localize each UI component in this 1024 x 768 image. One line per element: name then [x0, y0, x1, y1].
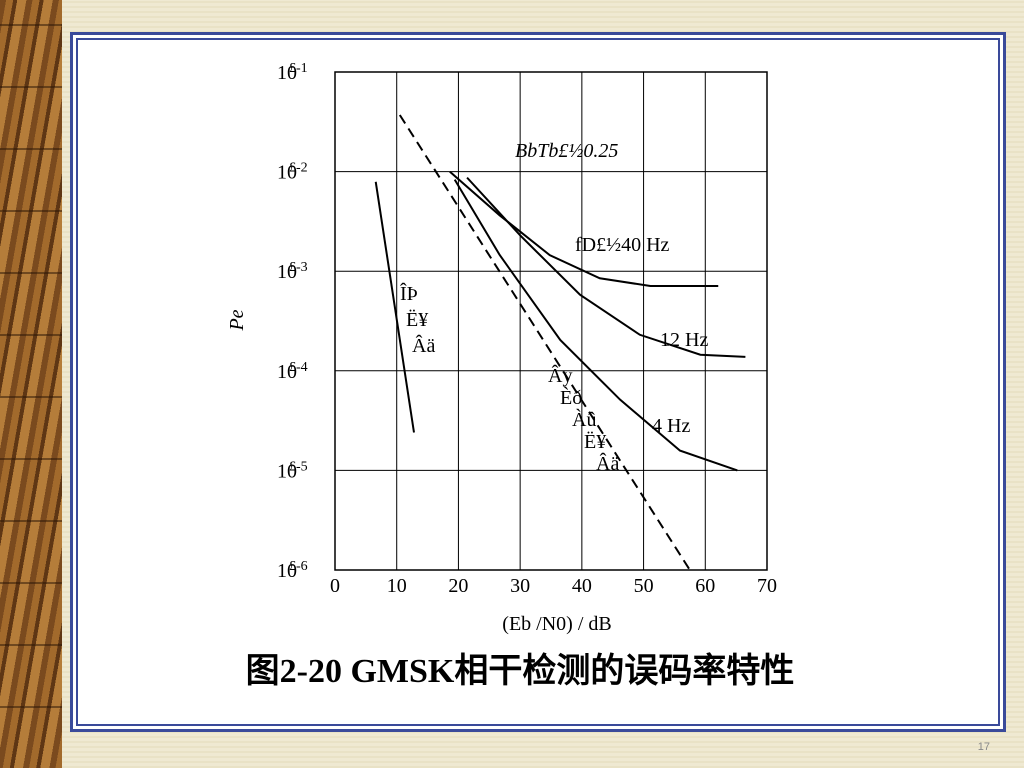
slide-number: 17 [978, 741, 990, 753]
x-tick-label: 70 [757, 575, 777, 597]
y-axis-label: Pe [226, 309, 248, 331]
series-line [374, 181, 415, 433]
slide-panel [70, 32, 1006, 732]
x-tick-label: 30 [510, 575, 530, 597]
annotation: BbTb£½0.25 [515, 140, 618, 162]
series-label: fD£½40 Hz [575, 234, 670, 256]
x-tick-label: 50 [634, 575, 654, 597]
x-tick-label: 20 [448, 575, 468, 597]
series-line [466, 176, 746, 358]
y-tick-label: 10£-4 [277, 360, 308, 383]
series-label: 4 Hz [652, 415, 690, 437]
x-tick-label: 10 [387, 575, 407, 597]
wood-strip [0, 0, 62, 768]
series-label: ÎÞ Ë¥ Âä [400, 282, 435, 357]
x-tick-label: 0 [330, 575, 340, 597]
series-label: 12 Hz [660, 329, 708, 351]
x-tick-label: 40 [572, 575, 592, 597]
series-line [453, 179, 738, 472]
series-line [449, 170, 719, 288]
y-tick-label: 10£-5 [277, 459, 308, 482]
caption: 图2-20 GMSK相干检测的误码率特性 [246, 651, 795, 690]
x-tick-label: 60 [695, 575, 715, 597]
series-label: Ây Èð Àû Ë¥ Âä [548, 364, 619, 475]
y-tick-label: 10£-3 [277, 260, 308, 283]
series-line [398, 114, 691, 571]
x-axis-label: (Eb /N0) / dB [502, 613, 611, 635]
y-tick-label: 10£-1 [277, 61, 308, 84]
y-tick-label: 10£-2 [277, 161, 308, 184]
y-tick-label: 10£-6 [277, 559, 308, 582]
